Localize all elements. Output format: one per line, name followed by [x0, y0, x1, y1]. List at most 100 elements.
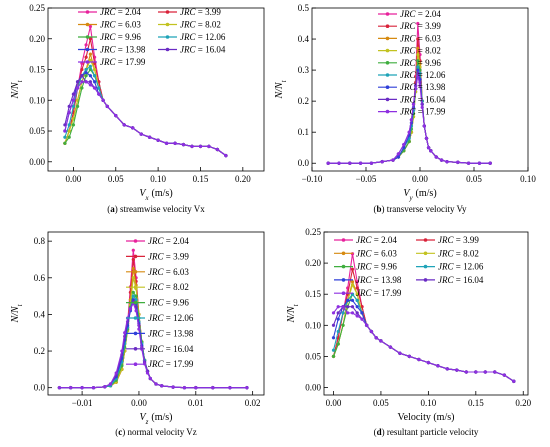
data-point — [88, 52, 93, 56]
legend-entry-jrc-3.99: JRC = 3.99 — [148, 251, 189, 261]
x-tick-label: 0.05 — [108, 174, 124, 184]
legend-entry-jrc-13.98: JRC = 13.98 — [400, 82, 446, 92]
data-point — [512, 379, 516, 383]
data-point — [105, 104, 109, 109]
legend-entry-jrc-17.99: JRC = 17.99 — [356, 288, 402, 298]
data-point — [75, 104, 80, 109]
legend-entry-jrc-16.04: JRC = 16.04 — [180, 45, 226, 55]
data-point — [63, 135, 67, 139]
legend-swatch-marker — [165, 47, 170, 52]
legend-swatch-marker — [385, 109, 390, 114]
data-point — [350, 280, 355, 284]
legend-swatch-marker — [85, 10, 90, 14]
data-point — [466, 161, 471, 165]
plot-frame — [47, 231, 265, 396]
data-point — [416, 21, 420, 26]
legend-entry-jrc-9.96: JRC = 9.96 — [400, 58, 441, 68]
x-tick-label: 0.20 — [515, 398, 531, 408]
data-point — [92, 86, 97, 90]
data-point — [360, 317, 364, 321]
data-point — [336, 342, 340, 346]
y-axis-label: N/Nt — [274, 79, 288, 99]
data-point — [120, 349, 124, 353]
legend-entry-jrc-12.06: JRC = 12.06 — [400, 70, 446, 80]
data-point — [88, 83, 93, 87]
data-point — [337, 161, 341, 165]
y-tick-label: 0.6 — [34, 273, 46, 283]
data-point — [88, 37, 93, 41]
plot-frame — [323, 231, 529, 396]
legend-entry-jrc-17.99: JRC = 17.99 — [400, 107, 446, 117]
data-point — [84, 55, 88, 59]
data-point — [160, 384, 164, 388]
data-point — [131, 257, 135, 262]
data-point — [360, 311, 364, 315]
data-point — [420, 105, 424, 110]
panel-caption: (c) normal velocity Vz — [115, 427, 197, 437]
data-point — [407, 354, 412, 359]
legend-entry-jrc-12.06: JRC = 12.06 — [438, 262, 484, 272]
data-point — [84, 80, 88, 84]
data-point — [92, 74, 97, 78]
data-point — [416, 37, 420, 41]
legend-entry-jrc-3.99: JRC = 3.99 — [180, 7, 221, 17]
data-point — [84, 43, 88, 47]
legend-entry-jrc-2.04: JRC = 2.04 — [148, 236, 189, 246]
data-point — [411, 102, 416, 106]
legend-entry-jrc-16.04: JRC = 16.04 — [148, 344, 194, 354]
data-point — [145, 371, 150, 375]
data-point — [215, 147, 220, 152]
legend-entry-jrc-6.03: JRC = 6.03 — [356, 248, 397, 258]
data-point — [84, 70, 88, 75]
data-point — [190, 144, 194, 149]
data-point — [336, 311, 340, 315]
data-point — [57, 386, 62, 390]
data-point — [182, 386, 187, 390]
legend-swatch-marker — [385, 48, 390, 53]
data-point — [131, 290, 135, 295]
data-point — [128, 307, 133, 311]
legend-entry-jrc-16.04: JRC = 16.04 — [438, 275, 484, 285]
legend-entry-jrc-16.04: JRC = 16.04 — [400, 94, 446, 104]
y-tick-label: 0.00 — [305, 383, 321, 393]
data-point — [426, 360, 431, 365]
data-point — [67, 135, 71, 139]
data-point — [455, 368, 459, 372]
data-point — [502, 373, 506, 377]
data-point — [71, 123, 76, 127]
data-point — [173, 141, 177, 145]
legend-swatch-marker — [85, 47, 90, 52]
data-point — [114, 371, 118, 375]
series-line-jrc-3.99 — [64, 38, 227, 157]
legend-entry-jrc-8.02: JRC = 8.02 — [148, 282, 189, 292]
data-point — [365, 323, 369, 327]
y-tick-label: 0.15 — [29, 65, 45, 75]
data-point — [355, 286, 359, 290]
data-point — [148, 376, 152, 381]
legend-swatch-marker — [133, 316, 138, 320]
data-point — [374, 336, 378, 340]
x-tick-label: 0.10 — [520, 174, 536, 184]
chart-panel-b: −0.10 −0.05 0.00 0.05 0.10 0.0 0.1 0.2 0.3 0.4 0.5… — [274, 3, 536, 214]
data-point — [194, 386, 198, 390]
y-axis-label: N/Nt — [286, 303, 300, 323]
legend-entry-jrc-13.98: JRC = 13.98 — [356, 275, 402, 285]
x-tick-label: 0.00 — [66, 174, 82, 184]
data-point — [88, 58, 93, 62]
legend: JRC = 2.04 JRC = 3.99 JRC = 6.03 JRC = 8.02… — [126, 236, 194, 369]
legend-swatch-marker — [341, 251, 346, 256]
data-point — [380, 160, 384, 164]
data-point — [88, 80, 93, 84]
y-tick-label: 0.0 — [34, 383, 46, 393]
x-axis-label: Vx (m/s) — [139, 188, 172, 202]
data-point — [474, 370, 478, 374]
x-tick-label: −0.01 — [72, 398, 93, 408]
data-point — [97, 92, 101, 96]
chart-panel-a: 0.00 0.05 0.10 0.15 0.20 0.00 0.05 0.10 0.15 0.20… — [10, 3, 265, 214]
data-point — [92, 80, 97, 84]
series-line-jrc-12.06 — [59, 295, 247, 389]
legend-entry-jrc-8.02: JRC = 8.02 — [438, 248, 479, 258]
data-point — [341, 311, 345, 315]
legend-entry-jrc-13.98: JRC = 13.98 — [100, 45, 146, 55]
